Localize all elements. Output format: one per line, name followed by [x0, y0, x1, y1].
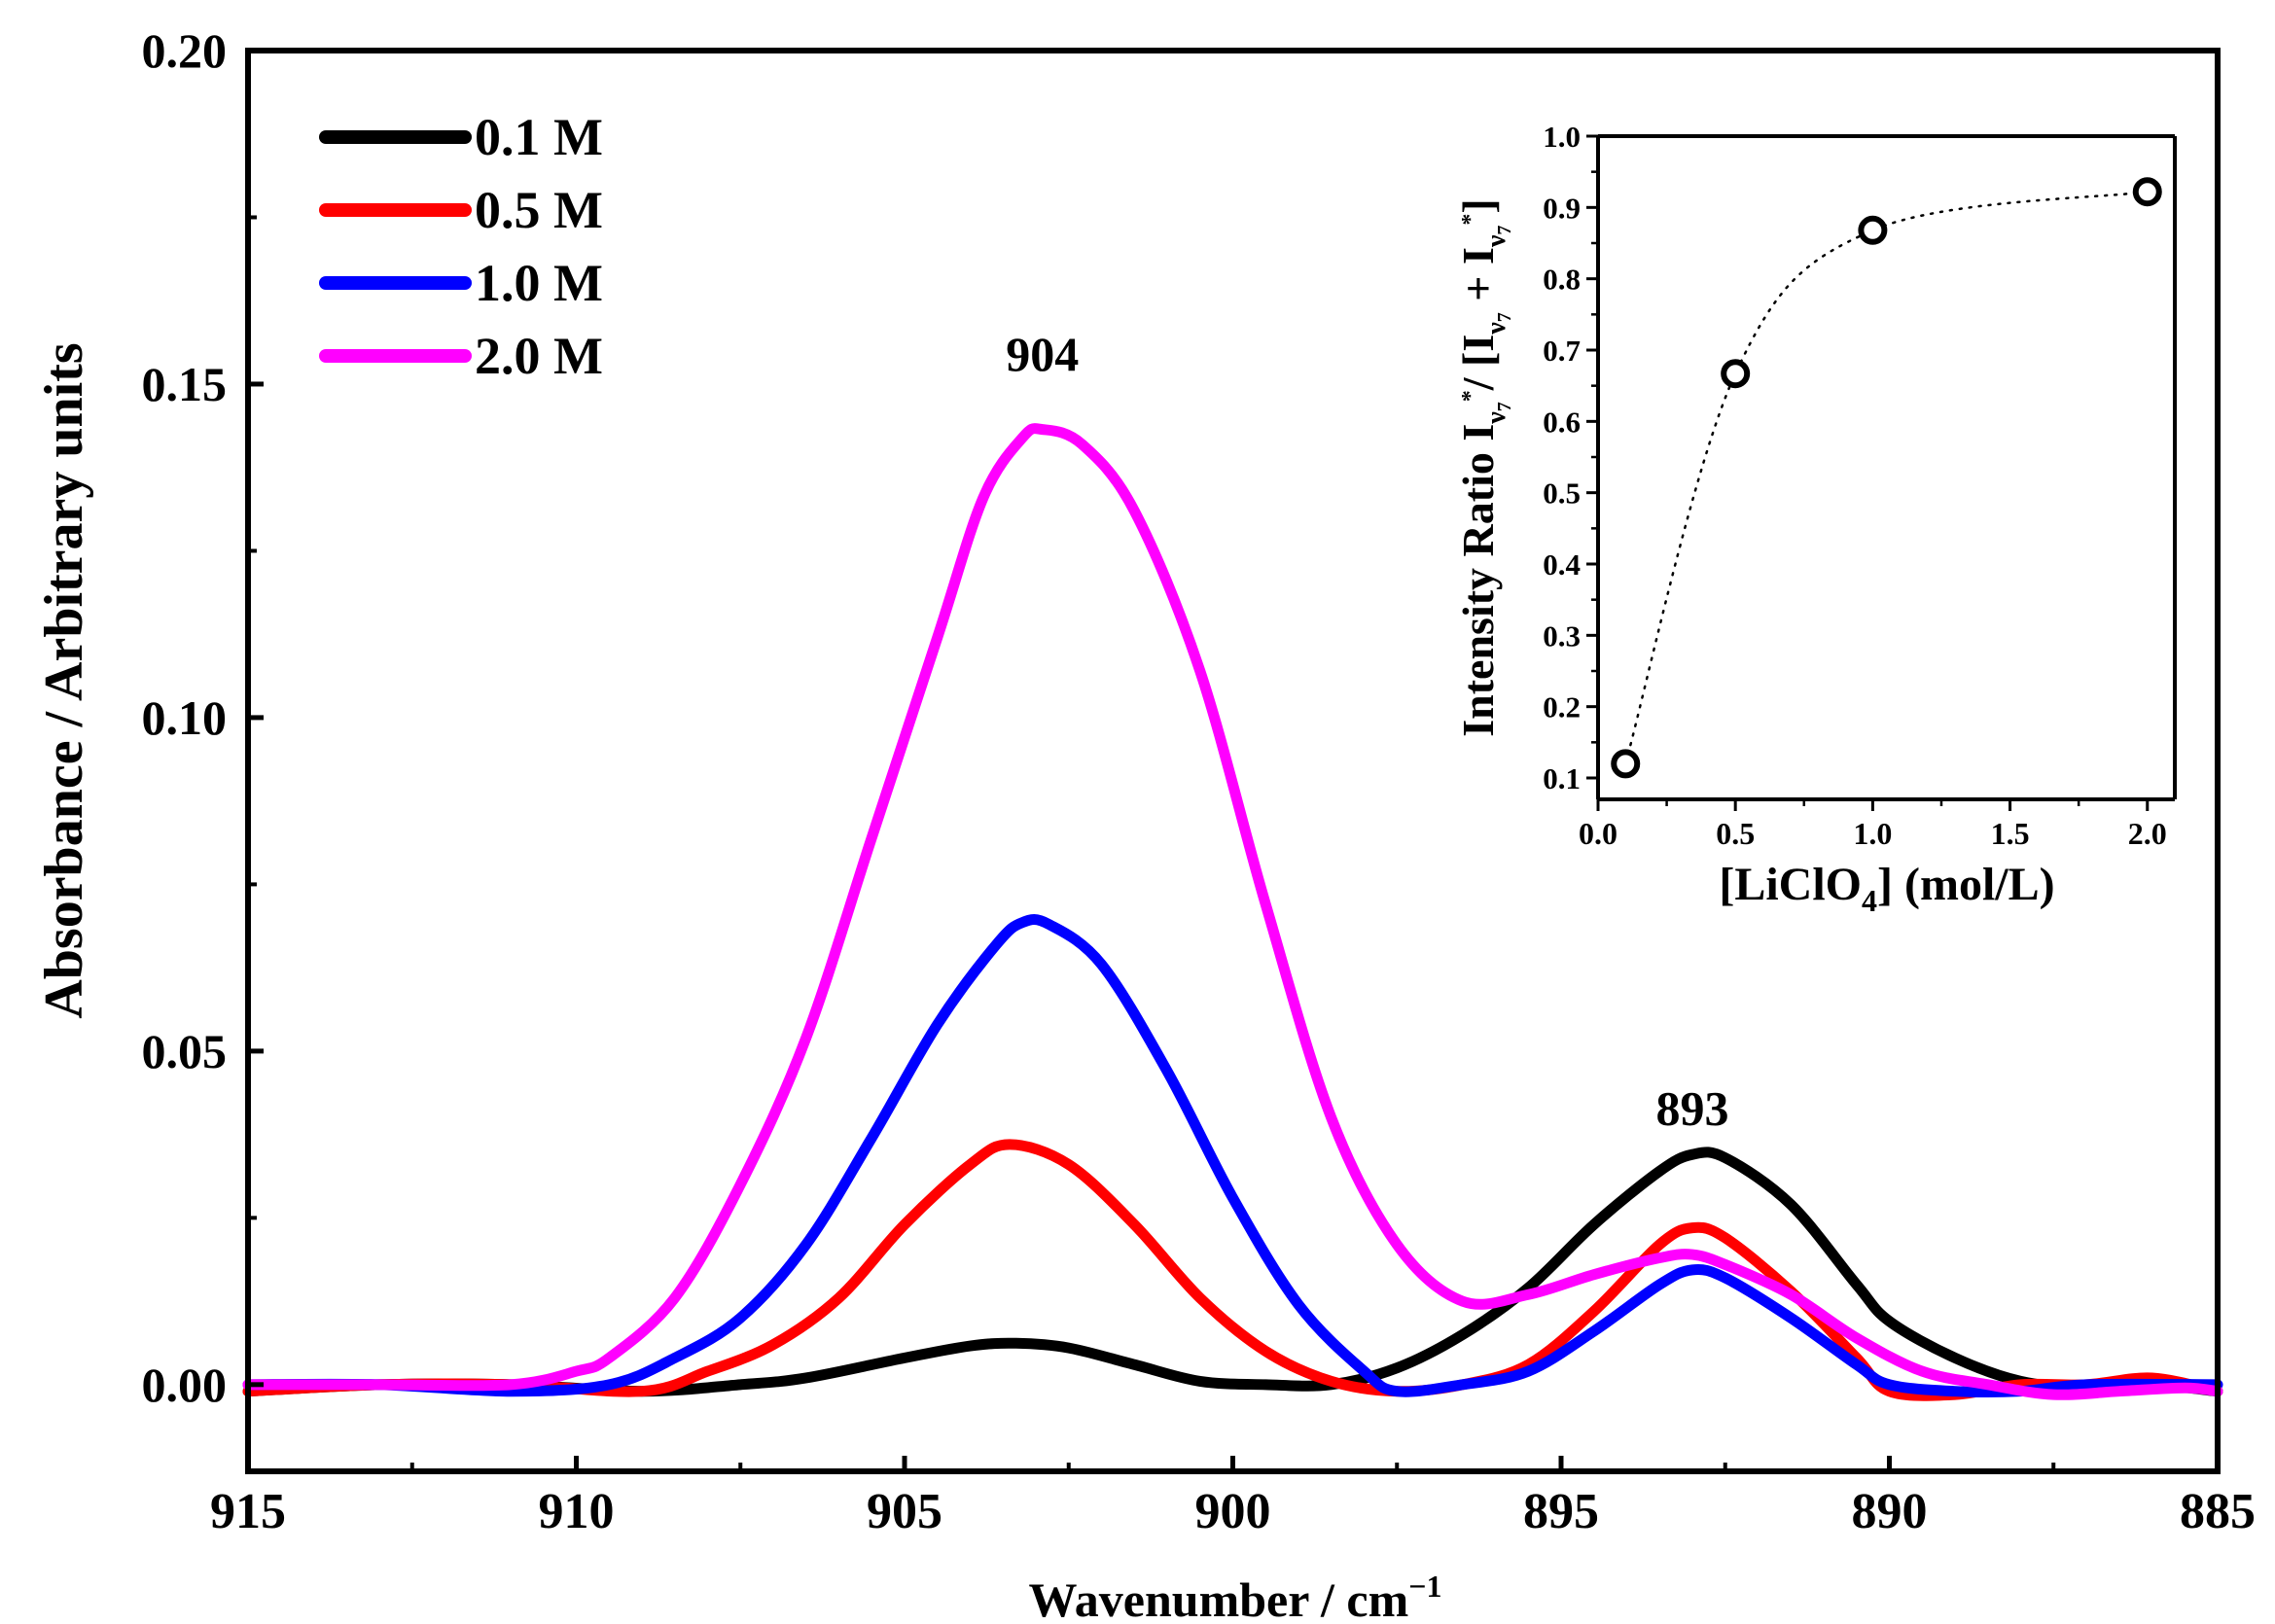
- inset-point-0-5: [1721, 359, 1751, 389]
- inset-x-tick-label: 0.0: [1579, 816, 1617, 851]
- x-tick-label: 915: [210, 1484, 286, 1539]
- legend-label-0-5-m: 0.5 M: [475, 181, 603, 239]
- inset-y-tick-label: 0.2: [1543, 690, 1581, 724]
- y-tick-label: 0.00: [142, 1358, 228, 1412]
- inset-x-tick-label: 0.5: [1716, 816, 1755, 851]
- series-line-2-0-m: [242, 423, 2223, 1400]
- inset-point-1: [1858, 215, 1888, 245]
- main-x-ticks: 915 910 905 900 895 890 885: [210, 1456, 2256, 1539]
- inset-series-group: [1611, 177, 2162, 779]
- peak-label-893: 893: [1656, 1080, 1729, 1135]
- inset-y-ticks: 0.1 0.2 0.3 0.4 0.5 0.6 0.7 0.8 0.9 1.0: [1543, 120, 1598, 795]
- main-chart: 915 910 905 900 895 890 885 0.000.050.100.150.…: [34, 23, 2256, 1624]
- x-tick-label: 885: [2180, 1484, 2256, 1539]
- inset-y-tick-label: 0.6: [1543, 405, 1581, 439]
- inset-y-tick-label: 0.4: [1543, 547, 1581, 582]
- peak-label-904: 904: [1006, 327, 1079, 381]
- inset-x-tick-label: 1.5: [1991, 816, 2030, 851]
- x-tick-label: 895: [1523, 1484, 1599, 1539]
- inset-x-tick-label: 2.0: [2128, 816, 2167, 851]
- inset-point-2: [2132, 177, 2162, 207]
- inset-y-tick-label: 0.1: [1543, 761, 1581, 795]
- series-line-1-0-m: [242, 914, 2223, 1398]
- main-y-axis-title: Absorbance / Arbitrary units: [34, 342, 94, 1018]
- main-annotations: 904 893: [1006, 327, 1728, 1135]
- inset-x-tick-label: 1.0: [1853, 816, 1892, 851]
- legend-label-1-0-m: 1.0 M: [475, 254, 603, 312]
- inset-y-tick-label: 1.0: [1543, 120, 1581, 154]
- inset-y-tick-label: 0.7: [1543, 334, 1581, 368]
- inset-x-axis-title: [LiClO4] (mol/L): [1719, 859, 2054, 918]
- y-tick-label: 0.05: [142, 1024, 228, 1078]
- inset-y-axis-title: Intensity Ratio Iν7*/ [Iν7 + Iν7*]: [1453, 198, 1515, 737]
- x-tick-label: 905: [867, 1484, 942, 1539]
- inset-y-tick-label: 0.3: [1543, 618, 1581, 653]
- x-tick-label: 900: [1195, 1484, 1271, 1539]
- series-line-0-5-m: [242, 1139, 2223, 1401]
- y-tick-label: 0.15: [142, 357, 228, 411]
- main-legend: 0.1 M 0.5 M 1.0 M 2.0 M: [319, 108, 603, 385]
- x-tick-label: 910: [539, 1484, 615, 1539]
- inset-y-tick-label: 0.9: [1543, 191, 1581, 225]
- main-series-group: [242, 423, 2223, 1401]
- inset-chart: 0.0 0.5 1.0 1.5 2.0 0.1 0.2 0.3 0.4 0.5 0.6 0.7 0.8…: [1453, 120, 2177, 918]
- main-y-ticks: 0.00 0.05 0.10 0.15 0.20: [142, 23, 264, 1412]
- main-x-axis-title: Wavenumber / cm−1: [1029, 1569, 1442, 1624]
- legend-label-0-1-m: 0.1 M: [475, 108, 603, 166]
- inset-dotted-connector: [1623, 190, 2150, 765]
- y-tick-label: 0.20: [142, 23, 228, 78]
- inset-point-0-1: [1611, 749, 1641, 779]
- inset-y-tick-label: 0.5: [1543, 477, 1581, 511]
- legend-label-2-0-m: 2.0 M: [475, 327, 603, 385]
- inset-y-tick-label: 0.8: [1543, 263, 1581, 297]
- y-tick-label: 0.10: [142, 690, 228, 745]
- inset-x-ticks: 0.0 0.5 1.0 1.5 2.0: [1579, 799, 2167, 851]
- x-tick-label: 890: [1852, 1484, 1928, 1539]
